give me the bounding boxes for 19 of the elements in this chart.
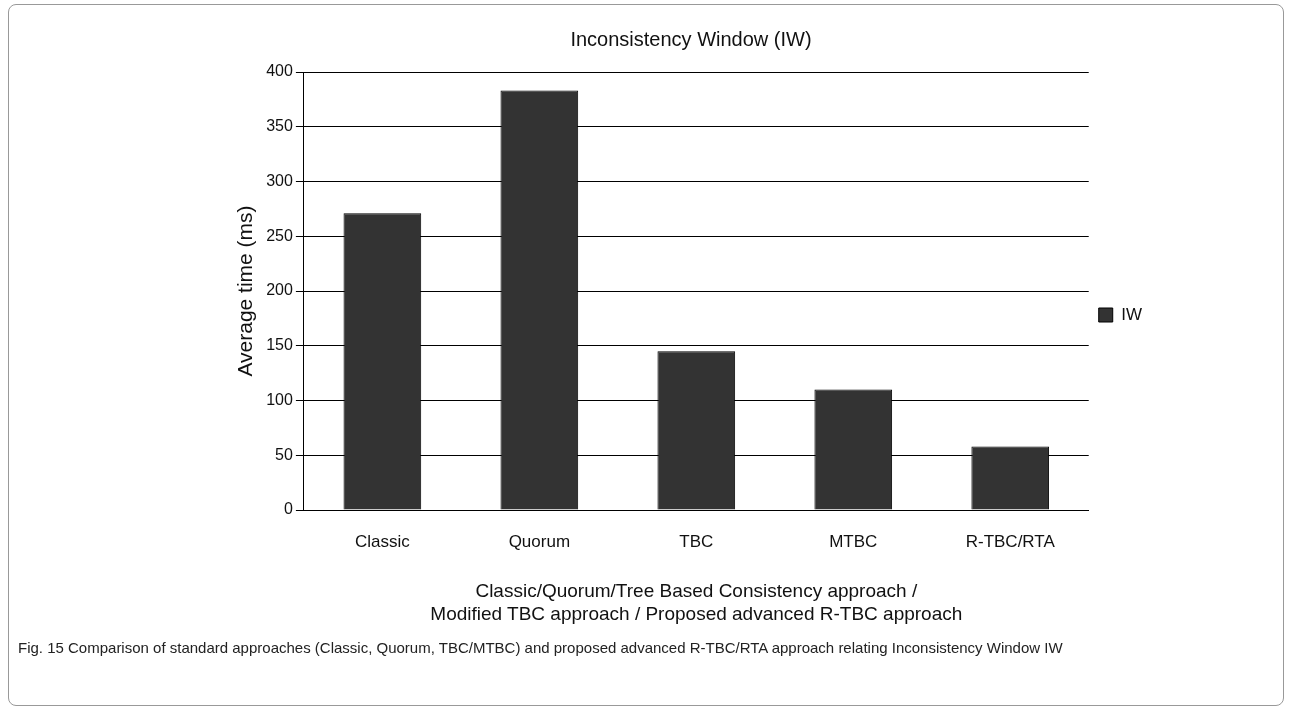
x-axis-title: Classic/Quorum/Tree Based Consistency approach / Modified TBC approach / Proposed advanced R-TBC approach [430, 580, 963, 624]
y-tick-label: 50 [275, 445, 293, 463]
y-tick-label: 350 [266, 117, 293, 135]
y-axis-title: Average time (ms) [233, 205, 257, 377]
x-tick-label: TBC [679, 531, 714, 551]
x-tick-label: Classic [354, 531, 411, 551]
x-tick-label: R-TBC/RTA [965, 531, 1056, 551]
legend-label: IW [1121, 304, 1143, 324]
y-tick-label: 300 [266, 171, 293, 189]
y-tick-label: 200 [266, 281, 293, 299]
y-tick-label: 100 [266, 390, 293, 408]
y-tick-label: 0 [283, 500, 293, 518]
y-tick-label: 250 [266, 226, 293, 244]
y-tick-label: 150 [266, 336, 293, 354]
chart-title: Inconsistency Window (IW) [570, 27, 812, 50]
x-tick-label: Quorum [508, 531, 571, 551]
y-tick-label: 400 [266, 62, 293, 80]
caption: Fig. 15 Comparison of standard approaches (Classic, Quorum, TBC/MTBC) and proposed advanced R-TBC/RTA approach relating Inconsistency Window IW [18, 638, 1064, 658]
x-tick-label: MTBC [829, 531, 878, 551]
